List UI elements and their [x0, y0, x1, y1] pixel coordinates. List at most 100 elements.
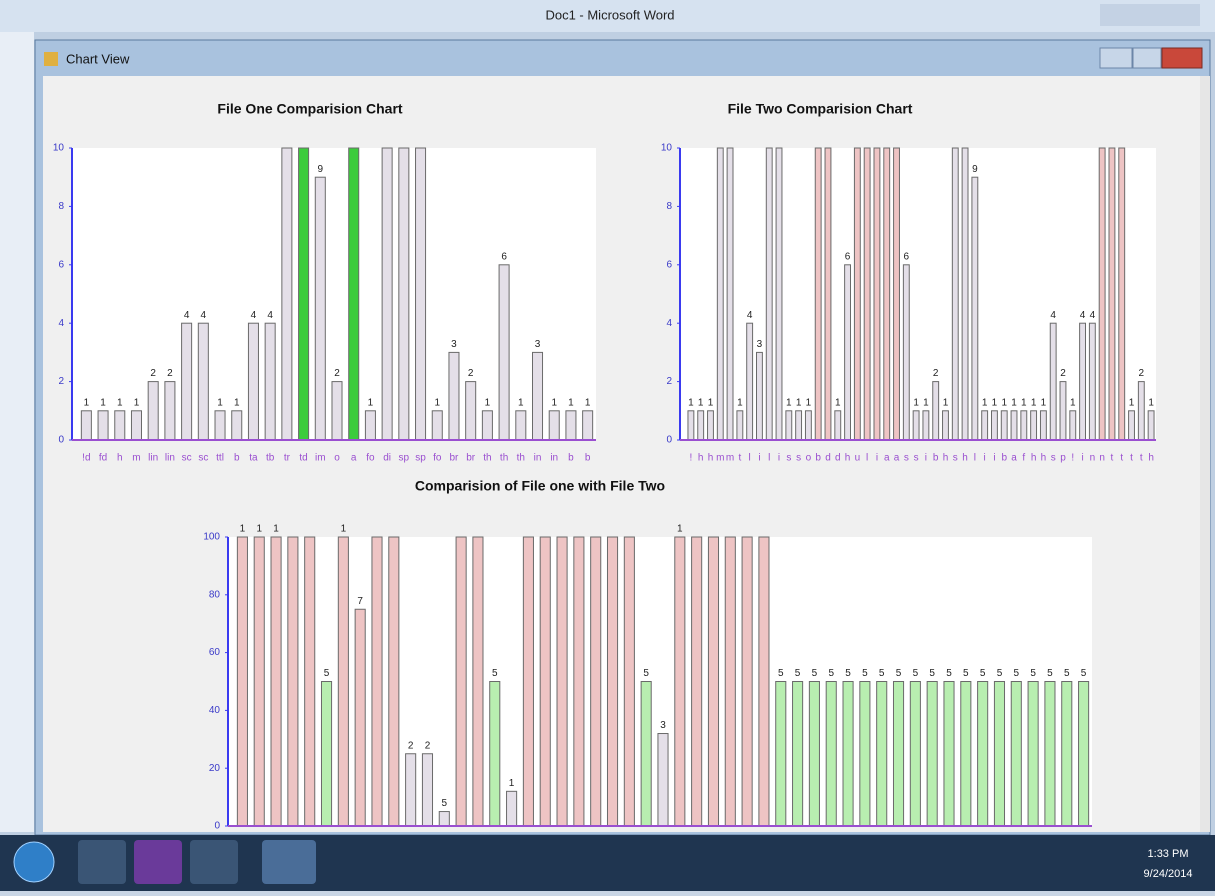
taskbar-explorer[interactable] [78, 840, 126, 884]
x-tick-label: fo [433, 453, 442, 464]
x-tick-label: l [768, 453, 770, 464]
bar [864, 148, 870, 440]
value-label: 9 [972, 164, 978, 175]
value-label: 4 [1090, 310, 1096, 321]
value-label: 1 [1129, 397, 1135, 408]
x-tick-label: tb [266, 453, 275, 464]
value-label: 4 [184, 310, 190, 321]
value-label: 6 [845, 251, 851, 262]
x-tick-label: sc [182, 453, 192, 464]
bar [456, 537, 466, 826]
taskbar-visual-studio[interactable] [134, 840, 182, 884]
x-tick-label: t [1140, 453, 1143, 464]
taskbar-app[interactable] [190, 840, 238, 884]
clock-date: 9/24/2014 [1144, 868, 1193, 880]
taskbar [0, 835, 1215, 891]
bar [332, 382, 342, 440]
value-label: 1 [1031, 397, 1037, 408]
value-label: 4 [201, 310, 207, 321]
close-button[interactable] [1162, 48, 1202, 68]
bar [766, 148, 772, 440]
bar [182, 323, 192, 440]
x-tick-label: b [815, 453, 821, 464]
window-controls[interactable] [1100, 4, 1200, 26]
bar [1079, 682, 1089, 827]
x-tick-label: b [933, 453, 939, 464]
x-tick-label: m [132, 453, 140, 464]
bar [248, 323, 258, 440]
value-label: 1 [368, 397, 374, 408]
value-label: 2 [468, 368, 474, 379]
value-label: 4 [747, 310, 753, 321]
x-tick-label: br [450, 453, 460, 464]
value-label: 5 [913, 668, 919, 679]
bar [1021, 411, 1027, 440]
value-label: 1 [786, 397, 792, 408]
x-tick-label: b [234, 453, 240, 464]
bar [583, 411, 593, 440]
bar [1050, 323, 1056, 440]
bar [759, 537, 769, 826]
maximize-button[interactable] [1133, 48, 1161, 68]
chart-title: File One Comparision Chart [217, 101, 402, 117]
x-tick-label: h [698, 453, 704, 464]
value-label: 1 [992, 397, 998, 408]
x-tick-label: u [855, 453, 861, 464]
value-label: 2 [167, 368, 173, 379]
value-label: 5 [492, 668, 498, 679]
x-tick-label: ta [249, 453, 258, 464]
clock-time: 1:33 PM [1148, 848, 1189, 860]
value-label: 2 [933, 368, 939, 379]
value-label: 1 [134, 397, 140, 408]
bar [805, 411, 811, 440]
bar [365, 411, 375, 440]
bar [793, 682, 803, 827]
app-title: Doc1 - Microsoft Word [545, 7, 674, 22]
y-tick-label: 0 [214, 821, 220, 832]
value-label: 1 [677, 524, 683, 535]
bar [727, 148, 733, 440]
bar [98, 411, 108, 440]
value-label: 5 [929, 668, 935, 679]
value-label: 1 [698, 397, 704, 408]
chart-title: Comparision of File one with File Two [415, 478, 665, 494]
minimize-button[interactable] [1100, 48, 1132, 68]
word-sidebar [0, 32, 34, 832]
value-label: 1 [943, 397, 949, 408]
value-label: 1 [434, 397, 440, 408]
value-label: 5 [1030, 668, 1036, 679]
x-tick-label: o [806, 453, 812, 464]
x-tick-label: h [943, 453, 949, 464]
bar [466, 382, 476, 440]
bar [237, 537, 247, 826]
bar [131, 411, 141, 440]
value-label: 1 [1148, 397, 1154, 408]
bar [115, 411, 125, 440]
y-tick-label: 0 [58, 435, 64, 446]
x-tick-label: fd [99, 453, 107, 464]
bar [1060, 382, 1066, 440]
value-label: 1 [923, 397, 929, 408]
taskbar-word[interactable] [262, 840, 316, 884]
value-label: 5 [879, 668, 885, 679]
x-tick-label: i [993, 453, 995, 464]
bar [215, 411, 225, 440]
bar [708, 537, 718, 826]
x-tick-label: lin [148, 453, 158, 464]
x-tick-label: di [383, 453, 391, 464]
bar [843, 682, 853, 827]
bar [305, 537, 315, 826]
bar [786, 411, 792, 440]
bar [978, 682, 988, 827]
bar [825, 148, 831, 440]
value-label: 1 [240, 524, 246, 535]
x-tick-label: h [117, 453, 123, 464]
value-label: 5 [778, 668, 784, 679]
value-label: 5 [980, 668, 986, 679]
start-button[interactable] [14, 842, 54, 882]
bar [952, 148, 958, 440]
x-tick-label: o [334, 453, 340, 464]
bar [776, 148, 782, 440]
x-tick-label: br [466, 453, 476, 464]
value-label: 5 [963, 668, 969, 679]
